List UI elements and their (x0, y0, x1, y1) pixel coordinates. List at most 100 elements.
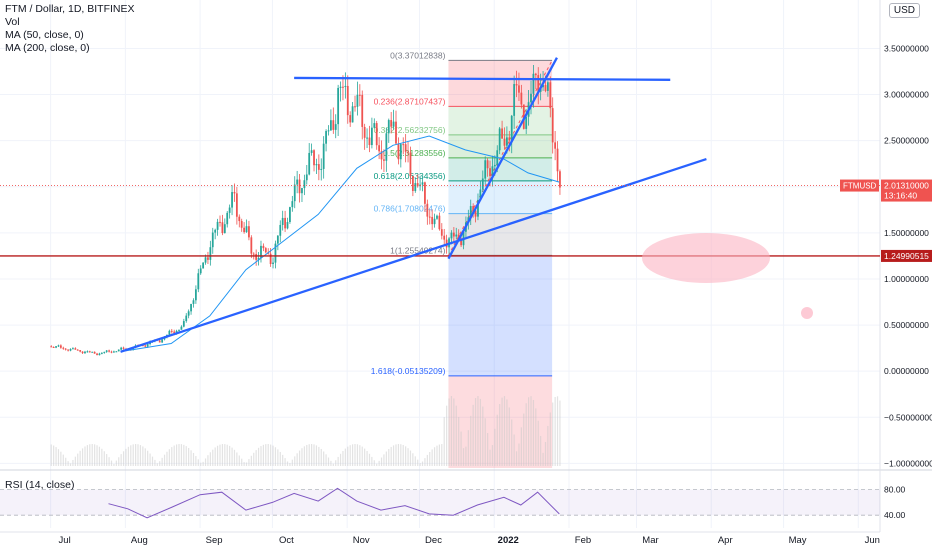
candle-body (356, 94, 359, 107)
candle-body (421, 182, 424, 185)
candle-body (354, 106, 356, 108)
candle-body (416, 183, 419, 187)
last-price-value: 2.01310000 (884, 181, 929, 191)
volume-bar (311, 444, 313, 466)
volume-bar (125, 448, 127, 466)
volume-bar (214, 447, 216, 466)
volume-bar (267, 444, 269, 466)
volume-bar (108, 457, 110, 466)
fib-band (448, 255, 553, 376)
volume-bar (373, 460, 375, 466)
currency-badge[interactable]: USD (888, 3, 920, 18)
volume-bar (274, 447, 277, 466)
candle-body (103, 351, 106, 353)
volume-bar (419, 463, 421, 466)
candle-body (192, 300, 195, 304)
volume-bar (525, 403, 527, 466)
volume-bar (207, 455, 209, 466)
volume-bar (421, 461, 424, 466)
fib-band (448, 180, 553, 214)
candle-body (481, 178, 484, 190)
volume-bar (250, 455, 252, 466)
candle-body (301, 188, 303, 194)
volume-bar (142, 446, 144, 466)
candle-body (55, 346, 57, 348)
volume-bar (294, 456, 296, 466)
volume-bar (98, 446, 101, 466)
candle-body (105, 350, 108, 352)
candle-body (185, 315, 188, 322)
rsi-band (0, 489, 880, 516)
candle-body (221, 222, 224, 234)
volume-bar (501, 397, 503, 466)
volume-bar (308, 444, 310, 466)
volume-bar (286, 461, 289, 466)
volume-bar (347, 446, 349, 466)
volume-bar (257, 447, 260, 466)
candle-body (544, 85, 547, 91)
fib-band (448, 157, 553, 181)
candle-body (337, 87, 340, 125)
volume-bar (496, 414, 498, 466)
legend-ma50[interactable]: MA (50, close, 0) (5, 29, 84, 41)
volume-bar (224, 444, 226, 466)
candle-body (69, 348, 72, 351)
volume-bar (359, 445, 361, 466)
candle-body (197, 273, 200, 290)
legend-ma200[interactable]: MA (200, close, 0) (5, 42, 90, 54)
candle-body (546, 82, 549, 91)
volume-bar (327, 457, 330, 466)
candle-body (438, 215, 441, 230)
candle-body (98, 353, 101, 356)
volume-bar (559, 400, 561, 466)
volume-bar (535, 408, 537, 466)
candle-body (414, 183, 417, 191)
volume-bar (279, 451, 281, 466)
candle-body (426, 203, 429, 217)
candle-body (542, 85, 544, 88)
volume-bar (243, 462, 245, 466)
candle-body (144, 345, 147, 347)
volume-bar (508, 407, 510, 466)
candle-body (274, 243, 277, 263)
volume-bar (349, 445, 351, 466)
candle-body (120, 347, 123, 350)
volume-bar (491, 445, 494, 466)
volume-bar (402, 444, 404, 466)
candle-body (113, 351, 115, 353)
volume-bar (226, 444, 228, 466)
candle-body (491, 166, 494, 177)
candle-body (532, 73, 535, 94)
candle-body (228, 207, 231, 213)
volume-bar (86, 445, 88, 466)
legend-symbol[interactable]: FTM / Dollar, 1D, BITFINEX (5, 3, 135, 15)
legend-vol[interactable]: Vol (5, 16, 20, 28)
candle-body (383, 159, 385, 161)
x-tick-label: Aug (131, 535, 148, 546)
volume-bar (79, 450, 81, 466)
volume-bar (390, 446, 392, 466)
volume-bar (429, 451, 431, 466)
volume-bar (151, 456, 154, 466)
volume-bar (342, 451, 344, 466)
volume-bar (395, 444, 397, 466)
candle-body (339, 86, 342, 88)
volume-bar (130, 445, 132, 466)
volume-bar (161, 457, 163, 466)
y-tick-label: −1.00000000 (884, 458, 932, 468)
volume-bar (332, 463, 334, 466)
candle-body (366, 137, 368, 139)
volume-bar (540, 435, 542, 466)
volume-bar (149, 453, 151, 466)
volume-bar (94, 444, 96, 466)
legend-rsi[interactable]: RSI (14, close) (5, 479, 75, 491)
volume-bar (520, 427, 522, 466)
volume-bar (482, 406, 484, 466)
volume-bar (272, 445, 274, 466)
y-tick-label: 1.00000000 (884, 274, 929, 284)
volume-bar (110, 460, 113, 466)
volume-bar (426, 454, 428, 466)
candle-body (493, 164, 496, 167)
candle-body (226, 212, 229, 225)
